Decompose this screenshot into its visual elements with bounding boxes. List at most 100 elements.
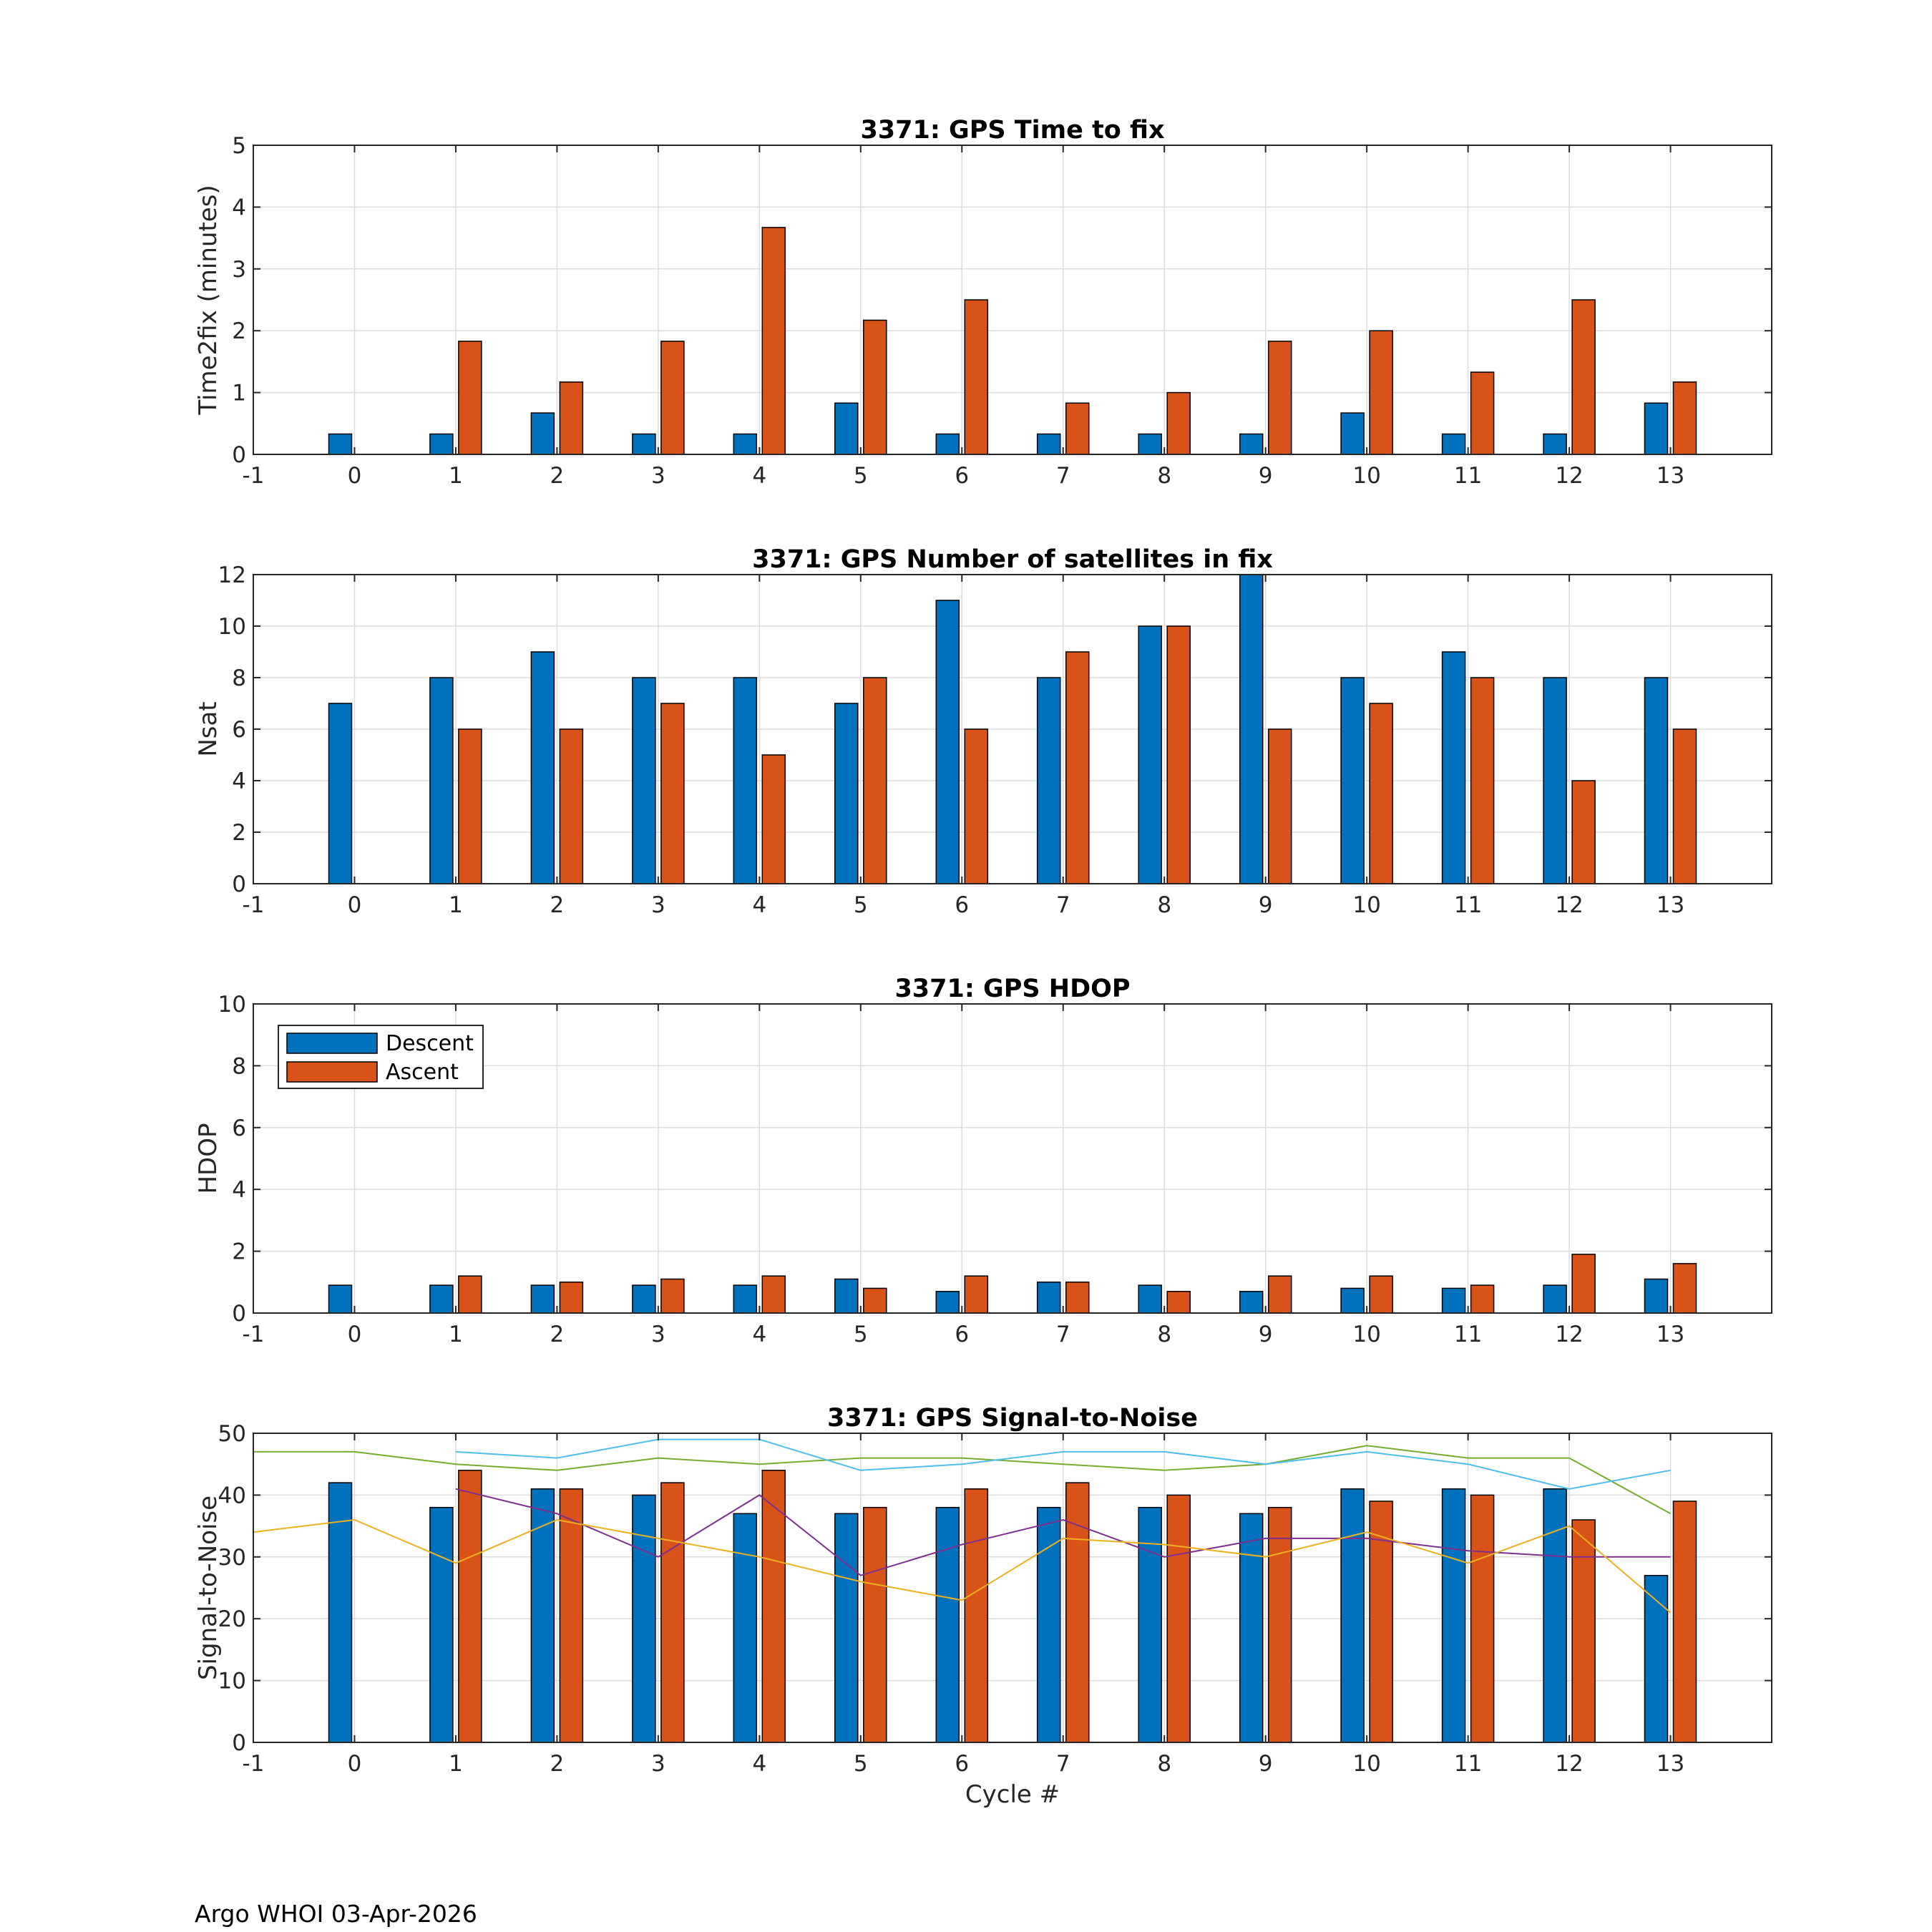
- bar-ascent: [1470, 1284, 1495, 1314]
- bar-descent: [1340, 1287, 1365, 1314]
- x-tick-label: 8: [1157, 463, 1171, 489]
- bar-descent: [935, 1506, 960, 1743]
- bar-descent: [935, 600, 960, 884]
- bars: [328, 1470, 1697, 1743]
- bar-ascent: [660, 1482, 685, 1743]
- bar-ascent: [1470, 1494, 1495, 1743]
- x-tick-label: 4: [752, 463, 766, 489]
- bar-ascent: [1166, 1291, 1191, 1314]
- x-tick-label: 0: [348, 892, 362, 918]
- bar-ascent: [964, 1488, 989, 1743]
- x-tick-label: 5: [854, 1322, 868, 1347]
- x-tick-label: 7: [1056, 463, 1070, 489]
- y-tick-label: 6: [232, 1116, 246, 1141]
- bar-ascent: [1571, 1519, 1596, 1743]
- x-tick-label: 11: [1454, 1751, 1482, 1777]
- y-tick-label: 10: [218, 992, 246, 1018]
- x-tick-label: 11: [1454, 1322, 1482, 1347]
- x-tick-label: 4: [752, 1322, 766, 1347]
- y-tick-label: 40: [218, 1483, 246, 1508]
- bar-ascent: [1571, 780, 1596, 884]
- x-tick-label: 9: [1259, 1322, 1273, 1347]
- y-tick-label: 0: [232, 872, 246, 897]
- bar-descent: [935, 1291, 960, 1314]
- x-tick-label: 1: [449, 463, 463, 489]
- x-tick-label: 6: [955, 1322, 969, 1347]
- bar-ascent: [660, 1278, 685, 1314]
- bar-descent: [632, 677, 656, 884]
- bar-ascent: [1470, 677, 1495, 884]
- x-tick-label: 13: [1657, 1322, 1684, 1347]
- bar-ascent: [660, 341, 685, 455]
- y-tick-label: 10: [218, 614, 246, 640]
- bar-descent: [328, 433, 353, 455]
- x-tick-label: 1: [449, 1322, 463, 1347]
- x-tick-label: -1: [243, 1322, 265, 1347]
- x-tick-label: 12: [1555, 1322, 1583, 1347]
- bar-descent: [328, 1284, 353, 1314]
- x-tick-label: 7: [1056, 1751, 1070, 1777]
- bar-descent: [1239, 1513, 1264, 1743]
- bar-descent: [530, 651, 555, 884]
- legend-label-descent: Descent: [386, 1031, 474, 1056]
- bar-descent: [1036, 433, 1061, 455]
- bar-descent: [1138, 1284, 1162, 1314]
- bar-descent: [328, 703, 353, 884]
- x-tick-label: 2: [550, 1751, 565, 1777]
- bar-ascent: [1065, 402, 1090, 455]
- bar-ascent: [1672, 381, 1697, 455]
- bar-descent: [1644, 1574, 1669, 1743]
- bar-ascent: [761, 1275, 786, 1314]
- bar-descent: [429, 1506, 454, 1743]
- x-tick-label: 1: [449, 892, 463, 918]
- x-tick-label: 6: [955, 1751, 969, 1777]
- y-tick-label: 12: [218, 562, 246, 588]
- bar-descent: [1239, 1291, 1264, 1314]
- y-tick-label: 2: [232, 318, 246, 344]
- x-tick-label: 11: [1454, 892, 1482, 918]
- bar-descent: [834, 1278, 859, 1314]
- y-tick-label: 3: [232, 257, 246, 283]
- bars: [328, 1254, 1697, 1314]
- bar-ascent: [1369, 703, 1393, 884]
- bar-ascent: [1065, 1282, 1090, 1314]
- x-tick-label: -1: [243, 892, 265, 918]
- bar-ascent: [761, 754, 786, 884]
- bar-descent: [1644, 1278, 1669, 1314]
- y-axis-label: Time2fix (minutes): [194, 185, 223, 415]
- snr-line-4: [253, 1518, 1672, 1614]
- axes-box: [253, 1003, 1772, 1314]
- bar-descent: [328, 1482, 353, 1743]
- bar-descent: [1239, 433, 1264, 455]
- y-tick-label: 4: [232, 195, 246, 220]
- chart-title: 3371: GPS HDOP: [894, 975, 1130, 1003]
- x-tick-label: 10: [1352, 1751, 1380, 1777]
- bar-ascent: [1166, 391, 1191, 455]
- bar-descent: [1644, 677, 1669, 884]
- x-tick-label: 2: [550, 892, 565, 918]
- y-tick-label: 8: [232, 665, 246, 691]
- bar-ascent: [964, 1275, 989, 1314]
- bar-descent: [1036, 677, 1061, 884]
- bar-ascent: [660, 703, 685, 884]
- bar-descent: [530, 412, 555, 455]
- bar-descent: [733, 1284, 758, 1314]
- x-tick-label: 0: [348, 463, 362, 489]
- bar-ascent: [1369, 1501, 1393, 1743]
- bar-descent: [733, 433, 758, 455]
- x-tick-label: 3: [651, 1322, 665, 1347]
- x-tick-label: 6: [955, 892, 969, 918]
- y-tick-label: 4: [232, 1177, 246, 1203]
- bar-descent: [632, 433, 656, 455]
- x-tick-label: 9: [1259, 463, 1273, 489]
- chart-title: 3371: GPS Signal-to-Noise: [827, 1404, 1198, 1433]
- bar-ascent: [863, 319, 887, 455]
- bar-ascent: [559, 381, 584, 455]
- snr-line-3: [455, 1488, 1671, 1576]
- bar-ascent: [1470, 371, 1495, 455]
- x-tick-label: 5: [854, 1751, 868, 1777]
